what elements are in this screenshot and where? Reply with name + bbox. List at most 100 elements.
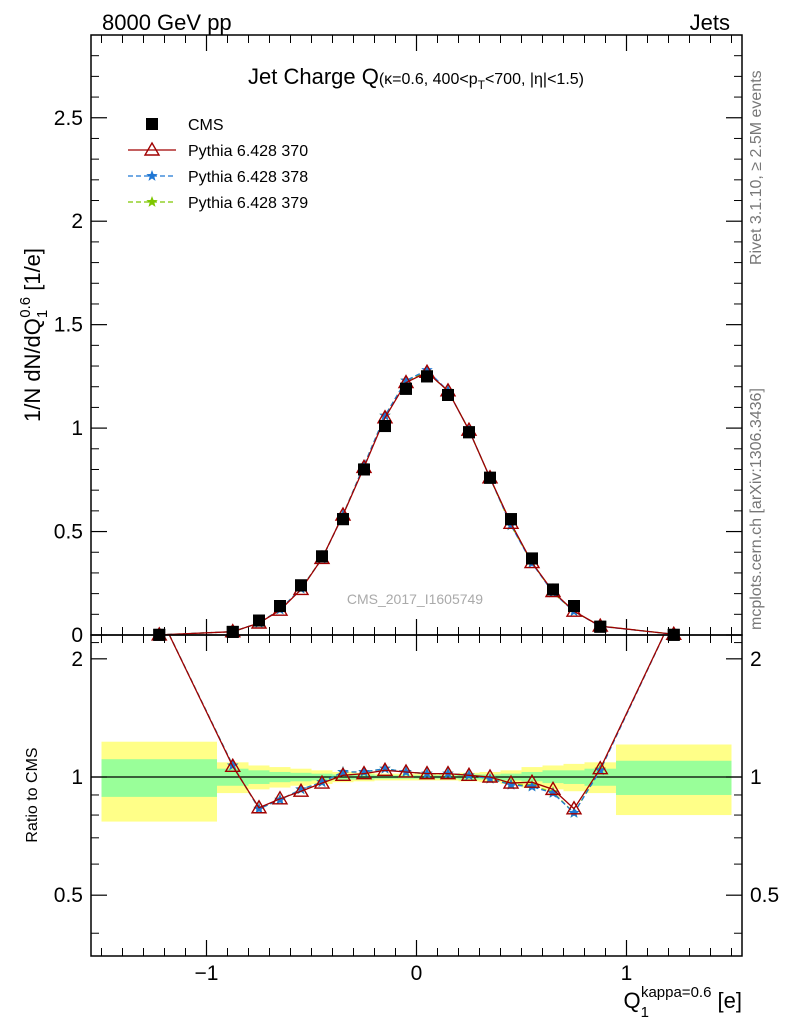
ratio-point (358, 766, 370, 777)
cms-data-point (358, 463, 370, 476)
rivet-version-label: Rivet 3.1.10, ≥ 2.5M events (748, 70, 765, 265)
cms-data-point (442, 389, 454, 401)
xlabel-sup: kappa=0.6 (641, 984, 711, 1001)
main-y-tick-label: 1 (71, 417, 83, 440)
cms-data-point (505, 513, 517, 526)
ratio-y-tick-label: 0.5 (54, 884, 83, 907)
ratio-point (355, 765, 373, 780)
title-cut-b: <700, |η|<1.5) (485, 71, 584, 88)
cms-data-point (253, 614, 265, 627)
ratio-point (337, 766, 349, 777)
ratio-point (271, 790, 289, 805)
cms-data-point (400, 382, 412, 395)
main-y-tick-label: 1.5 (54, 314, 83, 337)
ratio-point (568, 806, 580, 818)
x-tick-label: −1 (195, 962, 219, 985)
ratio-uncertainty-bands (101, 741, 732, 822)
legend-marker (146, 118, 158, 130)
ratio-point (313, 774, 331, 789)
ratio-y-tick-label-right: 1 (750, 766, 762, 789)
ratio-point (526, 780, 538, 792)
data-point (421, 364, 433, 375)
cms-data-point (337, 513, 349, 526)
ratio-y-axis-label: Ratio to CMS (24, 747, 41, 842)
main-y-tick-label: 0 (71, 624, 83, 647)
ratio-point (460, 766, 478, 782)
ratio-point (379, 762, 391, 774)
header-collision: 8000 GeV pp (102, 10, 232, 35)
ratio-point (481, 768, 499, 783)
legend-marker (146, 170, 158, 181)
cms-data-point (484, 471, 496, 484)
inner-band-bin (616, 760, 732, 795)
cms-data-point (379, 420, 391, 433)
main-y-axis-label: 1/N dN/dQ10.6 [1/e] (17, 248, 51, 422)
analysis-watermark: CMS_2017_I1605749 (347, 591, 483, 607)
ratio-point (224, 757, 241, 772)
cms-data-point (547, 583, 559, 596)
cms-data-point (421, 370, 433, 383)
ylabel-text: 1/N dN/dQ (20, 318, 45, 422)
ratio-point (334, 766, 352, 782)
legend-entry: Pythia 6.428 370 (128, 141, 308, 160)
ratio-series-pythia-6-428-370 (168, 634, 665, 815)
ylabel-sub: 1 (34, 310, 51, 318)
legend-label: Pythia 6.428 370 (188, 143, 308, 160)
cms-data-point (295, 579, 307, 592)
ylabel-unit: [1/e] (20, 248, 45, 297)
header-observable: Jets (690, 10, 730, 35)
ratio-point (316, 776, 328, 788)
ratio-point (547, 787, 559, 798)
cms-data-point (526, 552, 538, 565)
ratio-y-tick-label: 2 (71, 648, 83, 671)
main-y-tick-label: 0.5 (54, 521, 83, 544)
title-main: Jet Charge Q (248, 64, 379, 89)
ylabel-sup: 0.6 (17, 297, 34, 318)
cms-data-point (274, 600, 286, 613)
ratio-point (502, 774, 520, 789)
ratio-point (505, 778, 517, 790)
ratio-point (292, 782, 310, 797)
ratio-point (376, 761, 394, 777)
ratio-point (439, 765, 457, 780)
legend-entry: CMS (146, 117, 224, 134)
ratio-point (295, 783, 307, 795)
legend-label: Pythia 6.428 379 (188, 195, 308, 212)
legend-marker (143, 141, 161, 156)
ratio-point (523, 773, 541, 788)
cms-data-point (463, 426, 475, 439)
xlabel-sub: 1 (641, 1004, 649, 1021)
data-point (400, 374, 412, 386)
main-title: Jet Charge Q(κ=0.6, 400<pT<700, |η|<1.5) (248, 64, 584, 92)
main-y-tick-label: 2 (71, 210, 83, 233)
ratio-y-tick-label: 1 (71, 766, 83, 789)
legend: CMS Pythia 6.428 370 Pythia 6.428 378 Pythi… (128, 117, 308, 212)
x-axis-label: Q1 kappa=0.6 [e] (623, 984, 742, 1021)
main-y-tick-label: 2.5 (54, 107, 83, 130)
legend-label: CMS (188, 117, 224, 134)
legend-marker (146, 196, 158, 207)
ratio-panel: 0.5 0.5 1 1 2 2 −1 0 1 Ratio to CMS Q1 kappa=0.6 … (24, 634, 779, 1021)
ratio-point (565, 800, 583, 815)
x-tick-label: 0 (411, 962, 423, 985)
mcplots-credit-label: mcplots.cern.ch [arXiv:1306.3436] (748, 388, 765, 630)
cms-data-point (594, 620, 607, 633)
xlabel-q: Q (623, 988, 640, 1013)
ratio-point (484, 772, 496, 784)
cms-data-point (568, 600, 580, 613)
cms-data-point (226, 625, 239, 638)
title-cut-a: (κ=0.6, 400<p (379, 71, 478, 88)
legend-entry: Pythia 6.428 379 (128, 195, 308, 212)
ratio-point (397, 763, 415, 778)
cms-data-point (316, 550, 328, 563)
xlabel-unit: [e] (711, 988, 742, 1013)
legend-label: Pythia 6.428 378 (188, 169, 308, 186)
ratio-point (418, 765, 436, 780)
ratio-point (592, 760, 609, 775)
ratio-y-tick-label-right: 2 (750, 648, 762, 671)
title-cut-sub: T (478, 78, 486, 92)
ratio-y-tick-label-right: 0.5 (750, 884, 779, 907)
x-tick-label: 1 (621, 962, 633, 985)
